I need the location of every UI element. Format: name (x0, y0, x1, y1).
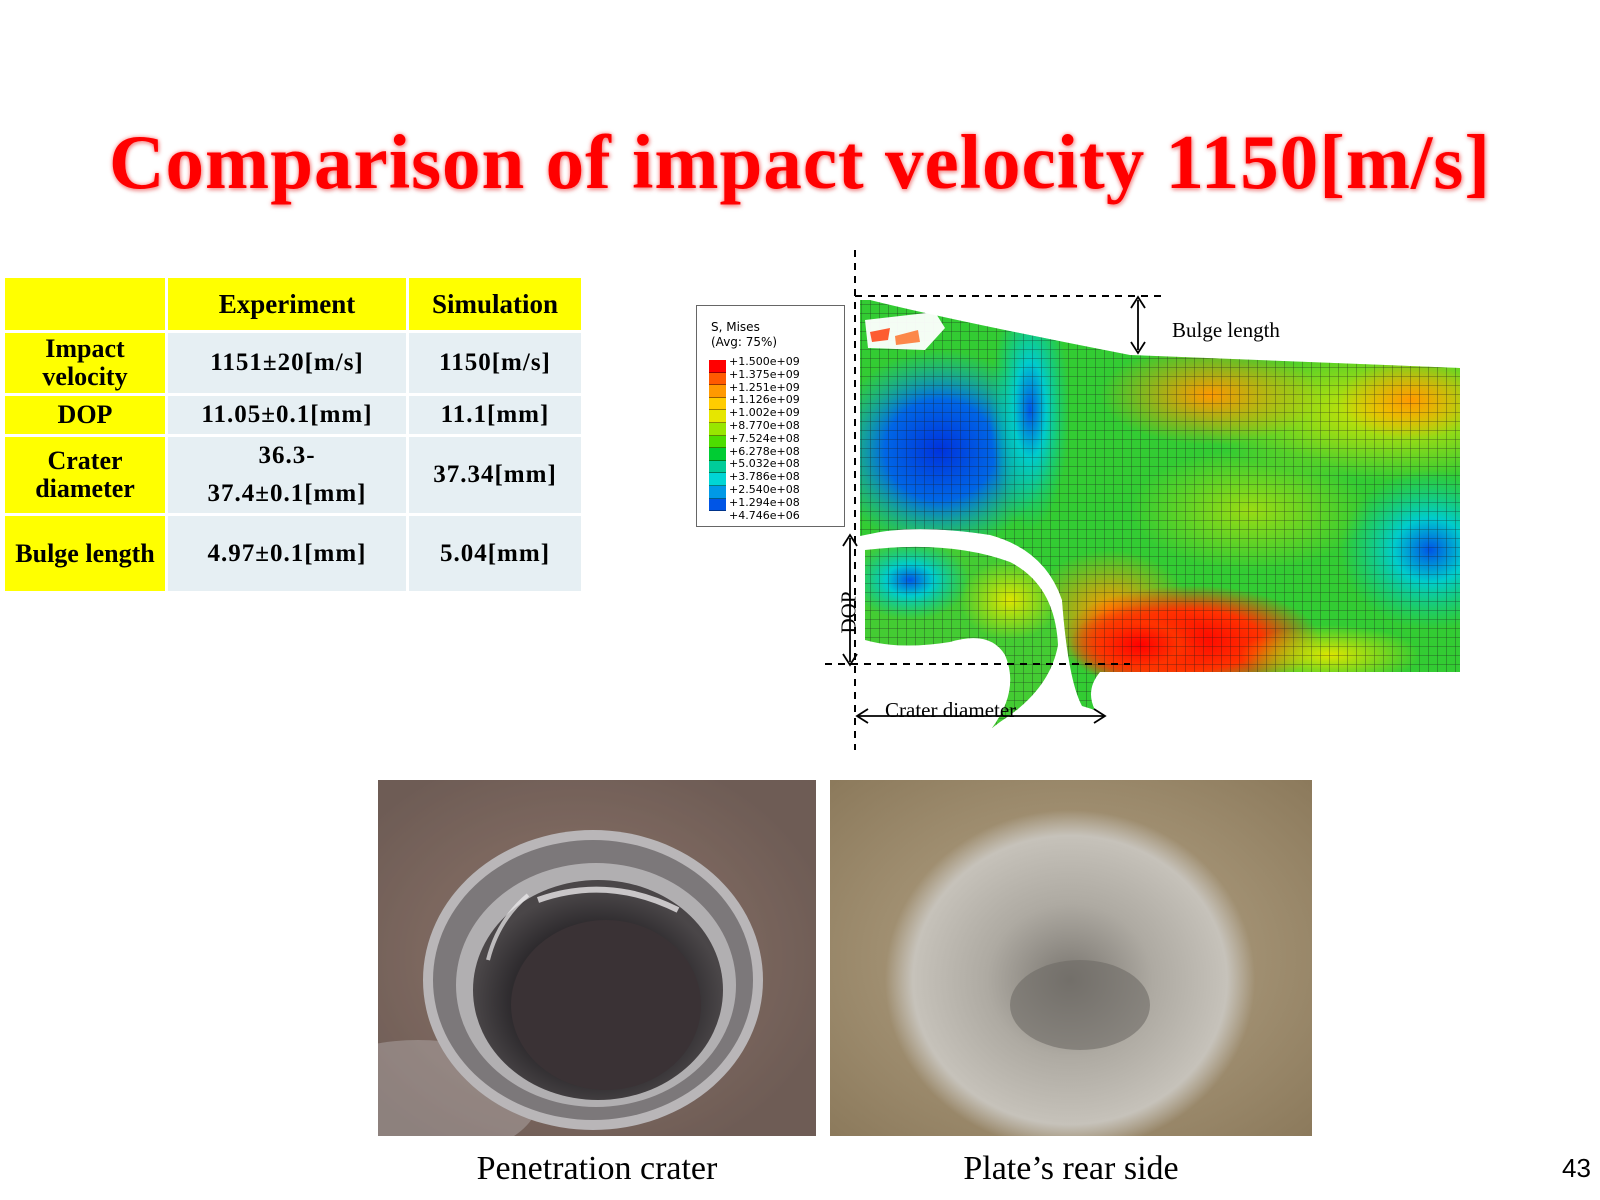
cell-simulation-crater-diameter: 37.34[mm] (409, 437, 584, 516)
legend-value: +5.032e+08 (729, 457, 800, 471)
legend-value: +1.002e+09 (729, 406, 800, 420)
row-label-bulge-length: Bulge length (5, 516, 168, 594)
table-header-simulation: Simulation (409, 278, 584, 333)
row-label-impact-velocity: Impact velocity (5, 333, 168, 396)
legend-color-scale (709, 360, 726, 512)
caption-plate-rear-side: Plate’s rear side (963, 1150, 1179, 1187)
legend-value: +1.294e+08 (729, 495, 800, 509)
legend-value: +2.540e+08 (729, 482, 800, 496)
legend-value: +8.770e+08 (729, 418, 800, 432)
table-row: Impact velocity 1151±20[m/s] 1150[m/s] (5, 333, 584, 396)
cell-simulation-bulge-length: 5.04[mm] (409, 516, 584, 594)
legend-swatch (709, 397, 726, 411)
legend-value: +1.251e+09 (729, 380, 800, 394)
comparison-table: Experiment Simulation Impact velocity 11… (5, 278, 584, 594)
table-row: DOP 11.05±0.1[mm] 11.1[mm] (5, 396, 584, 437)
slide-title: Comparison of impact velocity 1150[m/s] (108, 119, 1492, 205)
legend-title: S, Mises (Avg: 75%) (711, 320, 778, 349)
contour-legend: S, Mises (Avg: 75%) +1.500e+09 +1.375e+09… (696, 305, 845, 527)
legend-swatch (709, 473, 726, 486)
cell-experiment-dop: 11.05±0.1[mm] (168, 396, 409, 437)
crater-diameter-label: Crater diameter (885, 698, 1017, 722)
table-header-empty (5, 278, 168, 333)
plate-rear-side-photo (830, 780, 1312, 1136)
legend-swatch (709, 435, 726, 449)
legend-swatch (709, 422, 726, 436)
legend-swatch (709, 498, 726, 512)
table-row: Crater diameter 36.3- 37.4±0.1[mm] 37.34… (5, 437, 584, 516)
cell-experiment-impact-velocity: 1151±20[m/s] (168, 333, 409, 396)
cell-experiment-crater-diameter: 36.3- 37.4±0.1[mm] (168, 437, 409, 516)
dop-label: DOP (836, 591, 861, 634)
row-label-crater-diameter: Crater diameter (5, 437, 168, 516)
legend-swatch (709, 410, 726, 423)
legend-value: +3.786e+08 (729, 470, 800, 484)
legend-swatch (709, 372, 726, 386)
simulation-contour-figure (825, 250, 1460, 750)
legend-value: +6.278e+08 (729, 444, 800, 458)
row-label-dop: DOP (5, 396, 168, 437)
legend-swatch (709, 448, 726, 461)
page-number: 43 (1562, 1153, 1591, 1183)
table-header-row: Experiment Simulation (5, 278, 584, 333)
table-header-experiment: Experiment (168, 278, 409, 333)
table-row: Bulge length 4.97±0.1[mm] 5.04[mm] (5, 516, 584, 594)
legend-value: +1.500e+09 (729, 355, 800, 368)
legend-value: +4.746e+06 (729, 508, 800, 522)
legend-values: +1.500e+09 +1.375e+09 +1.251e+09 +1.126e+09… (729, 355, 800, 522)
penetration-crater-photo (378, 780, 816, 1136)
caption-penetration-crater: Penetration crater (476, 1150, 718, 1187)
bulge-length-label: Bulge length (1172, 318, 1280, 342)
legend-value: +1.126e+09 (729, 393, 800, 407)
legend-value: +7.524e+08 (729, 431, 800, 445)
cell-experiment-bulge-length: 4.97±0.1[mm] (168, 516, 409, 594)
cell-simulation-dop: 11.1[mm] (409, 396, 584, 437)
legend-swatch (709, 385, 726, 398)
legend-value: +1.375e+09 (729, 367, 800, 381)
legend-swatch (709, 485, 726, 499)
cell-simulation-impact-velocity: 1150[m/s] (409, 333, 584, 396)
legend-swatch (709, 460, 726, 474)
legend-swatch (709, 360, 726, 373)
